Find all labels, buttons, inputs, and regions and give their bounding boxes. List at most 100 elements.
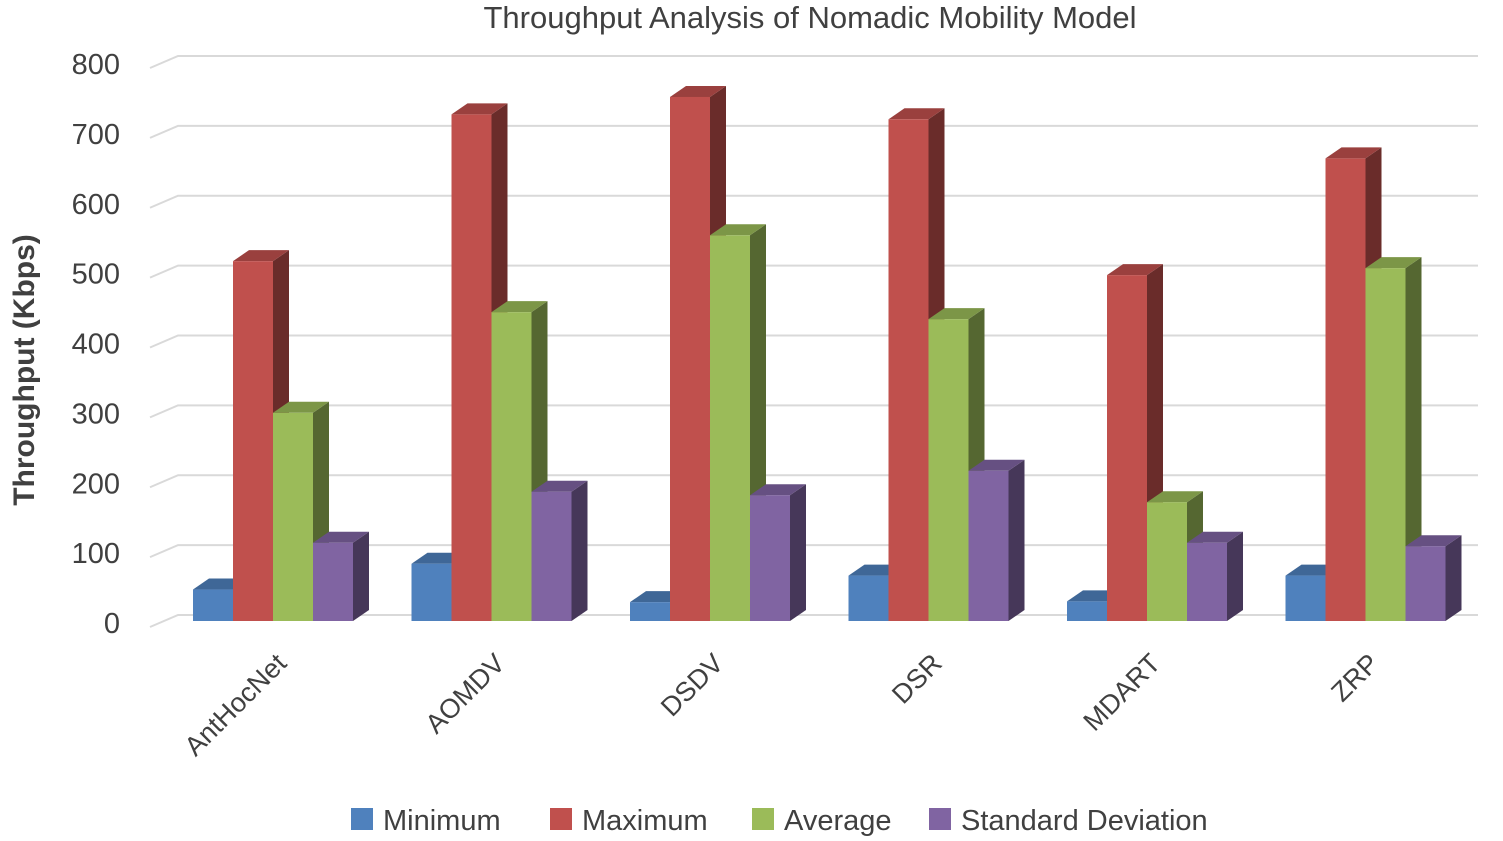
bar-side [790, 484, 806, 621]
legend-swatch [752, 808, 774, 830]
bar-top [273, 401, 329, 413]
bar-side [1405, 257, 1422, 621]
x-tick-label: ZRP [1325, 648, 1384, 707]
bar [750, 484, 806, 621]
bar-front [531, 491, 572, 621]
legend-label: Minimum [383, 805, 501, 837]
y-tick-label: 800 [72, 49, 120, 81]
y-axis-label: Throughput (Kbps) [8, 234, 41, 506]
bar-front [1187, 542, 1227, 621]
bar-top [1325, 147, 1382, 159]
bar-top [491, 301, 548, 313]
y-tick-label: 300 [72, 398, 120, 430]
bar-top [928, 308, 985, 320]
legend-swatch [351, 808, 373, 830]
bar [968, 459, 1025, 621]
bar-front [491, 312, 532, 621]
gridline [149, 264, 1478, 279]
bar-front [273, 412, 313, 621]
legend-swatch [550, 808, 572, 830]
bar-top [233, 250, 289, 262]
grid [149, 55, 1478, 628]
legend-item: Standard Deviation [929, 805, 1208, 837]
legend-item: Maximum [550, 805, 708, 837]
bars [193, 85, 1462, 622]
bar-side [1008, 459, 1025, 621]
gridline [149, 544, 1478, 559]
y-axis-ticks: 0 100 200 300 400 500 600 700 800 [72, 49, 120, 640]
legend-label: Maximum [582, 805, 708, 837]
bar-front [233, 261, 273, 621]
bar-side [571, 480, 588, 621]
bar-front [888, 119, 929, 622]
gridline [149, 614, 1478, 628]
bar [1365, 257, 1422, 621]
bar-top [670, 85, 726, 97]
bar-front [1405, 546, 1446, 621]
gridline [149, 124, 1478, 139]
bar-front [670, 96, 710, 621]
bar-front [1285, 575, 1326, 621]
legend-item: Minimum [351, 805, 501, 837]
bar-front [750, 495, 790, 621]
bar-front [193, 589, 233, 621]
y-tick-label: 100 [72, 538, 120, 570]
bar-front [1067, 601, 1107, 621]
x-tick-label: DSDV [655, 648, 729, 722]
x-tick-label: AOMDV [420, 648, 511, 739]
bar [531, 480, 588, 621]
chart-title: Throughput Analysis of Nomadic Mobility … [483, 0, 1136, 35]
y-tick-label: 700 [72, 119, 120, 151]
y-tick-label: 0 [104, 608, 120, 640]
bar [1405, 535, 1462, 621]
bar-top [313, 531, 369, 543]
bar-front [710, 235, 750, 622]
legend-item: Average [752, 805, 892, 837]
bar-front [928, 319, 969, 621]
bar-front [968, 470, 1009, 621]
legend-swatch [929, 808, 951, 830]
y-tick-label: 400 [72, 329, 120, 361]
bar-top [750, 484, 806, 496]
bar-front [1325, 158, 1366, 622]
x-tick-label: DSR [886, 648, 948, 710]
bar [1187, 531, 1243, 621]
legend-label: Standard Deviation [961, 805, 1208, 837]
bar-side [1227, 531, 1243, 621]
bar-front [1107, 275, 1147, 621]
bar-top [888, 108, 945, 120]
bar-front [451, 114, 492, 621]
gridline [149, 474, 1478, 489]
x-tick-label: MDART [1077, 648, 1166, 737]
x-tick-label: AntHocNet [179, 648, 293, 762]
bar-side [353, 531, 369, 621]
legend-label: Average [784, 805, 892, 837]
bar [710, 224, 766, 622]
bar [491, 301, 548, 621]
gridline [149, 55, 1478, 69]
bar-front [848, 575, 889, 621]
bar-top [710, 224, 766, 236]
gridline [149, 404, 1478, 419]
bar-top [968, 459, 1025, 471]
bar-front [630, 602, 670, 621]
x-axis-categories: AntHocNet AOMDV DSDV DSR MDART ZRP [179, 648, 1385, 762]
bar-front [1365, 268, 1406, 621]
bar-front [1147, 502, 1187, 621]
bar-top [1365, 257, 1422, 269]
bar-top [531, 480, 588, 492]
y-tick-label: 600 [72, 189, 120, 221]
bar-top [1147, 491, 1203, 503]
bar-side [1445, 535, 1462, 621]
gridline [149, 194, 1478, 209]
bar-top [1107, 264, 1163, 276]
bar-front [411, 563, 452, 621]
bar-top [451, 103, 508, 115]
bar-top [1405, 535, 1462, 547]
y-tick-label: 500 [72, 259, 120, 291]
legend: Minimum Maximum Average Standard Deviation [351, 805, 1208, 837]
bar-front [313, 542, 353, 621]
bar [313, 531, 369, 621]
gridline [149, 334, 1478, 349]
